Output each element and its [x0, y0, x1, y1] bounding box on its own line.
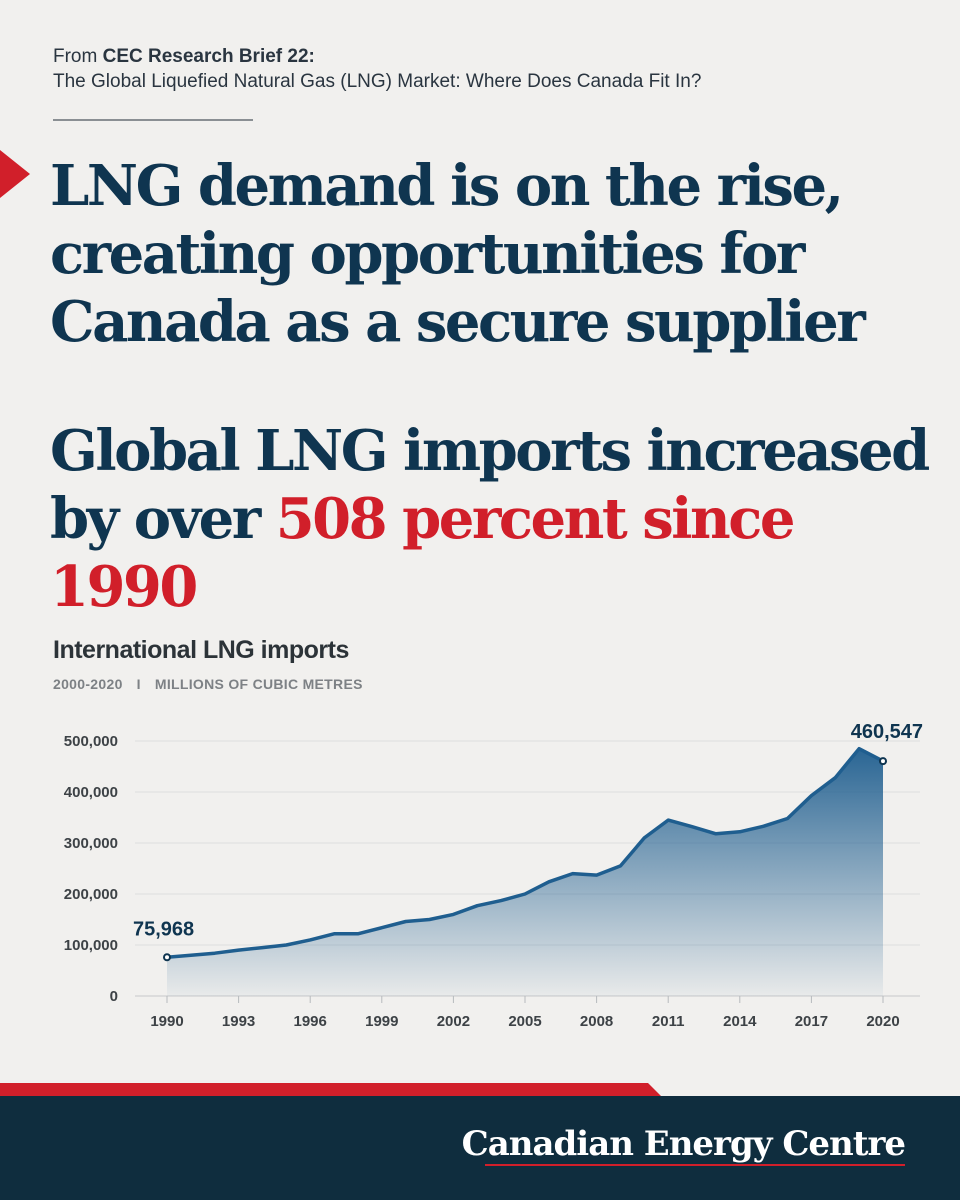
headline-demand-line2: creating opportunities for — [50, 221, 805, 287]
x-tick-label: 2008 — [580, 1013, 613, 1030]
x-tick-label: 2017 — [795, 1013, 828, 1030]
chart-subtitle-range: 2000-2020 — [53, 676, 123, 692]
headline-demand: LNG demand is on the rise, creating oppo… — [50, 152, 930, 356]
source-brief-title: The Global Liquefied Natural Gas (LNG) M… — [53, 71, 702, 92]
x-tick-label: 1999 — [365, 1013, 398, 1030]
header-divider — [53, 119, 253, 121]
y-tick-label: 100,000 — [64, 937, 118, 954]
x-tick-label: 1996 — [294, 1013, 327, 1030]
x-tick-label: 1993 — [222, 1013, 255, 1030]
source-brief-line: From CEC Research Brief 22: — [53, 44, 701, 69]
y-axis-tick-labels: 0 100,000 200,000 300,000 400,000 500,000 — [64, 733, 118, 1005]
x-tick-label: 2020 — [866, 1013, 899, 1030]
headline-demand-line1: LNG demand is on the rise, — [50, 153, 844, 219]
lng-imports-area-chart: 0 100,000 200,000 300,000 400,000 500,000 199… — [64, 721, 923, 1030]
y-tick-label: 300,000 — [64, 835, 118, 852]
x-tick-label: 2005 — [508, 1013, 541, 1030]
data-label: 460,547 — [851, 721, 923, 743]
area-fill — [167, 748, 883, 996]
headline-imports-line2: by over — [50, 486, 276, 552]
footer-bar — [0, 1096, 960, 1200]
data-label: 75,968 — [133, 918, 194, 940]
chart-subtitle-separator: I — [136, 676, 141, 692]
brand-underline — [485, 1164, 905, 1166]
red-flag-marker — [0, 150, 30, 198]
x-tick-label: 1990 — [150, 1013, 183, 1030]
y-tick-label: 400,000 — [64, 784, 118, 801]
red-accent-bar — [0, 1083, 661, 1096]
headline-imports: Global LNG imports increased by over 508… — [50, 417, 930, 621]
data-annotations: 75,968 460,547 — [133, 721, 923, 962]
annotation-marker — [879, 757, 887, 766]
source-brief-name: CEC Research Brief 22: — [102, 46, 315, 67]
headline-imports-highlight: 508 percent since 1990 — [50, 486, 795, 620]
chart-title: International LNG imports — [53, 636, 349, 664]
source-reference: From CEC Research Brief 22: The Global L… — [53, 44, 701, 94]
y-tick-label: 0 — [110, 988, 118, 1005]
chart-subtitle: 2000-2020 I MILLIONS OF CUBIC METRES — [53, 676, 363, 692]
y-tick-label: 500,000 — [64, 733, 118, 750]
chart-subtitle-units: MILLIONS OF CUBIC METRES — [154, 676, 363, 692]
x-tick-label: 2002 — [437, 1013, 470, 1030]
headline-demand-line3: Canada as a secure supplier — [50, 289, 866, 355]
y-tick-label: 200,000 — [64, 886, 118, 903]
annotation-marker — [163, 953, 171, 962]
x-tick-label: 2011 — [652, 1013, 685, 1030]
series-line — [166, 746, 884, 960]
headline-imports-line1: Global LNG imports increased — [50, 418, 930, 484]
source-prefix: From — [53, 46, 103, 67]
brand-logo: Canadian Energy Centre — [461, 1124, 906, 1164]
x-axis-tick-labels: 1990 1993 1996 1999 2002 2005 2008 2011 2014 2017… — [150, 996, 900, 1030]
x-tick-label: 2014 — [723, 1013, 757, 1030]
